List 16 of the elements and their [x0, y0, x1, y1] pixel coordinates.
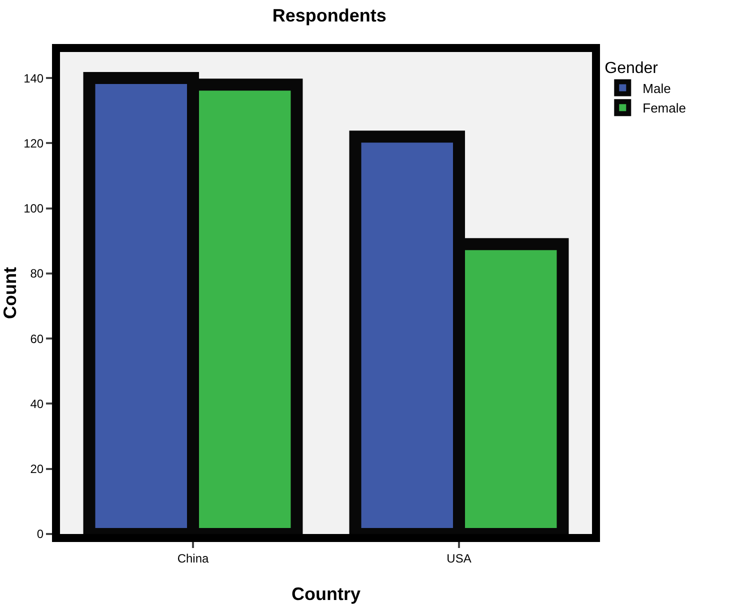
legend-label: Male — [642, 80, 671, 96]
x-tick-label: USA — [446, 551, 472, 566]
y-tick-label: 120 — [24, 136, 44, 150]
y-tick-label: 20 — [30, 462, 44, 476]
legend-label: Female — [642, 100, 686, 116]
y-tick-label: 40 — [30, 396, 44, 411]
y-tick-label: 60 — [30, 332, 44, 346]
y-tick-label: 0 — [36, 527, 44, 542]
y-tick-label: 100 — [24, 202, 44, 216]
y-axis-title: Count — [0, 267, 20, 319]
x-axis-title: Country — [292, 584, 360, 604]
y-tick-label: 80 — [30, 266, 44, 281]
x-tick-label: China — [177, 551, 209, 566]
legend-title: Gender — [604, 60, 659, 77]
chart-title: Respondents — [272, 6, 386, 26]
y-tick-label: 140 — [24, 71, 44, 86]
